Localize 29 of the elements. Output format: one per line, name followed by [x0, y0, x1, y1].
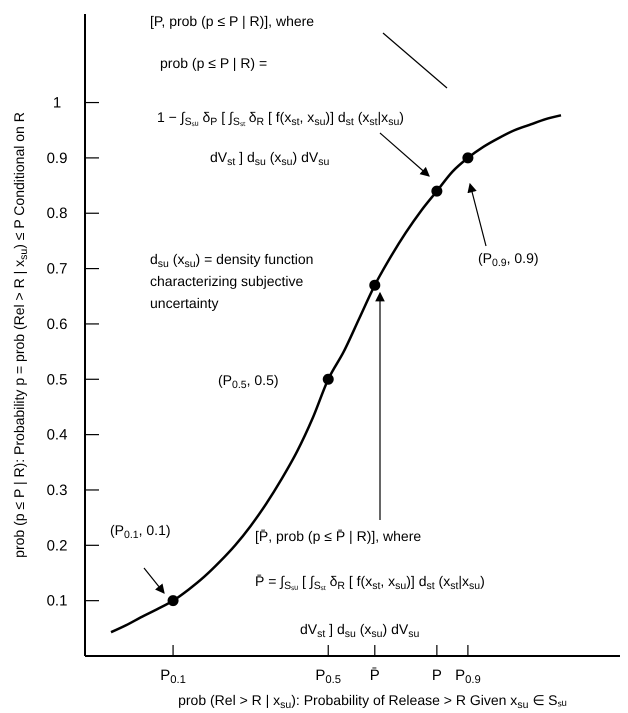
- x-tick-label: P$_{0.9}$: [455, 667, 481, 686]
- x-tick-label: P$_{0.1}$: [160, 667, 186, 686]
- x-tick-label: P: [432, 667, 442, 684]
- annotation: characterizing subjective: [150, 273, 304, 289]
- annotation: dV$_{st}$ ] d$_{su}$ (x$_{su}$) dV$_{su}$: [210, 149, 330, 168]
- y-tick-label: 0.1: [46, 592, 68, 610]
- annotation: (P$_{0.9}$, 0.9): [478, 250, 539, 270]
- y-tick-label: 0.5: [46, 371, 68, 388]
- annotation: prob (p ≤ P | R) =: [160, 55, 268, 71]
- annotation: dV$_{st}$ ] d$_{su}$ (x$_{su}$) dV$_{su}$: [300, 621, 420, 640]
- annotation: d$_{su}$ (x$_{su}$) = density function: [150, 251, 314, 270]
- y-tick-label: 0.2: [46, 537, 68, 554]
- y-tick-label: 0.3: [46, 482, 68, 499]
- y-tick-label: 0.6: [46, 316, 68, 333]
- y-tick-label: 0.4: [46, 426, 68, 444]
- y-tick-label: 0.9: [46, 150, 68, 167]
- x-tick-label: P̄: [370, 667, 380, 684]
- x-axis-title: prob (Rel > R | x$_{su}$): Probability of Release > R Given x$_{su}$ ∈ Sₛᵤ: [178, 692, 567, 712]
- annotation: (P$_{0.1}$, 0.1): [110, 522, 171, 542]
- text: P̄ = ∫$_{Sₛᵤ}$ [ ∫$_{Sₛₜ}$ δ$_{R}$ [ f(x$_{st}$, x$_{su}$)] d$_{st}$ (x$_{st}$|x$_{su}$): [255, 573, 485, 592]
- annotation: uncertainty: [150, 295, 218, 311]
- annotation: (P$_{0.5}$, 0.5): [218, 372, 279, 392]
- y-tick-label: 0.7: [46, 260, 68, 278]
- annotation: [P̄, prob (p ≤ P̄ | R)], where: [255, 528, 422, 544]
- x-tick-label: P$_{0.5}$: [315, 667, 342, 686]
- annotation: [P, prob (p ≤ P | R)], where: [150, 13, 314, 29]
- y-tick-label: 1: [52, 94, 62, 112]
- text: 1 − ∫$_{Sₛᵤ}$ δ$_{P}$ [ ∫$_{Sₛₜ}$ δ$_{R}$ [ f(x$_{st}$, x$_{su}$)] d$_{st}$ (x$_{st}$|x$_{su}$): [157, 109, 404, 128]
- y-tick-label: 0.8: [46, 205, 68, 222]
